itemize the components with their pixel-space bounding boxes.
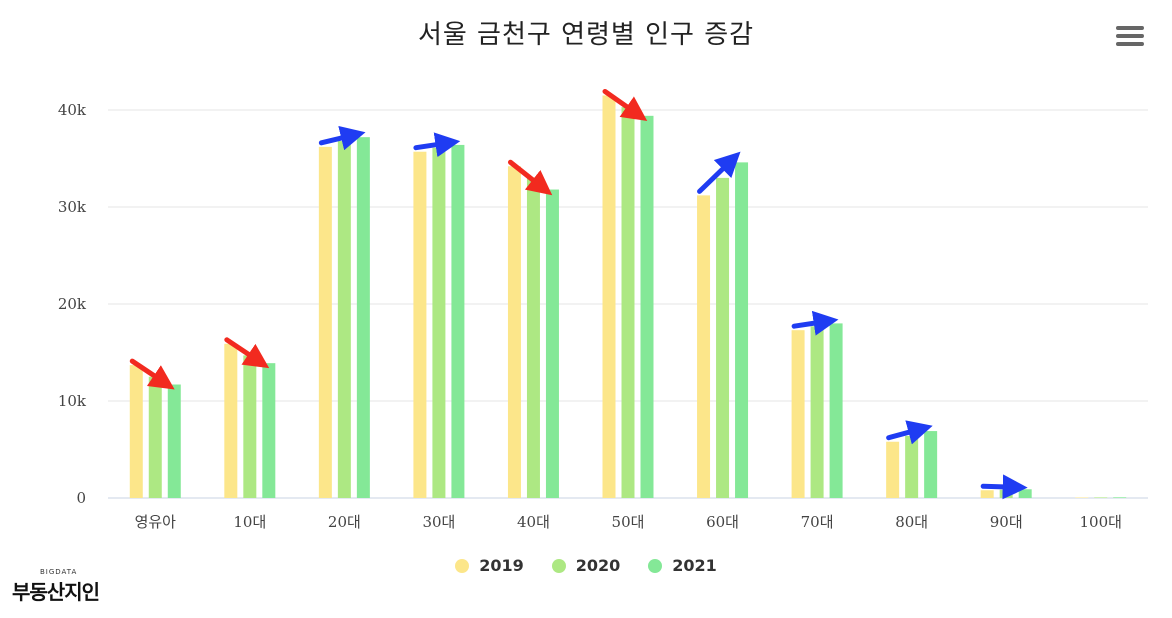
y-tick-label: 10k [58, 392, 87, 410]
trend-arrow-up [318, 125, 366, 151]
x-tick-label: 70대 [801, 513, 834, 531]
x-tick-label: 20대 [328, 513, 361, 531]
bar-2021-5 [640, 115, 654, 498]
bar-2020-3 [432, 147, 446, 498]
trend-arrow-up [886, 420, 933, 445]
bar-2020-6 [716, 177, 730, 498]
trend-arrow-down [224, 337, 270, 369]
bar-2019-5 [602, 95, 616, 498]
bar-2021-3 [451, 144, 465, 499]
bar-2021-6 [735, 162, 749, 498]
trend-arrow-up [791, 310, 839, 336]
bar-2019-9 [980, 490, 994, 498]
y-tick-label: 40k [58, 101, 87, 119]
legend-marker [648, 558, 663, 573]
bar-2021-10 [1113, 497, 1127, 498]
menu-icon-bar [1116, 26, 1144, 30]
legend-marker [455, 558, 470, 573]
bar-2021-1 [262, 363, 276, 498]
x-tick-label: 100대 [1080, 513, 1122, 531]
x-tick-label: 40대 [517, 513, 550, 531]
chart-menu-button[interactable] [1116, 26, 1144, 48]
bar-2021-9 [1018, 489, 1032, 498]
bar-2020-8 [905, 435, 919, 498]
y-tick-label: 20k [58, 295, 87, 313]
bar-2019-6 [697, 195, 711, 499]
legend-item-2019[interactable]: 2019 [455, 556, 524, 575]
bar-2020-9 [999, 489, 1013, 498]
bar-2021-0 [167, 384, 181, 498]
bar-2021-8 [924, 431, 938, 498]
bar-2019-7 [791, 330, 805, 498]
legend-label: 2021 [672, 556, 717, 575]
trend-arrow-up [697, 151, 741, 194]
y-tick-label: 30k [58, 198, 87, 216]
bar-2020-2 [337, 141, 351, 499]
brand-logo: BIGDATA 부동산지인 [12, 568, 112, 604]
logo-subtext: BIGDATA [40, 568, 78, 576]
trend-arrow-down [129, 358, 175, 390]
legend-label: 2020 [575, 556, 621, 575]
trend-arrow-down [602, 88, 648, 121]
bar-2020-5 [621, 107, 635, 498]
y-tick-label: 0 [76, 489, 86, 507]
bar-2020-10 [1094, 497, 1108, 498]
bar-2019-3 [413, 151, 427, 498]
x-tick-label: 영유아 [135, 513, 177, 531]
bar-2020-4 [526, 177, 540, 498]
trend-arrow-up [980, 474, 1028, 500]
x-tick-label: 60대 [706, 513, 739, 531]
x-tick-label: 90대 [990, 513, 1023, 531]
trend-arrow-down [507, 159, 553, 196]
bar-2019-0 [129, 365, 143, 498]
legend-item-2020[interactable]: 2020 [551, 556, 621, 575]
bar-2020-0 [148, 376, 162, 498]
bar-2019-4 [507, 166, 521, 498]
x-tick-label: 50대 [612, 513, 645, 531]
bar-2021-4 [545, 189, 559, 499]
x-tick-label: 30대 [422, 513, 455, 531]
x-tick-label: 80대 [895, 513, 928, 531]
bar-2020-1 [243, 355, 257, 498]
bar-2019-2 [318, 146, 332, 499]
x-tick-label: 10대 [233, 513, 266, 531]
legend: 2019 2020 2021 [0, 556, 1172, 575]
chart-title: 서울 금천구 연령별 인구 증감 [417, 20, 755, 50]
bar-2019-1 [224, 343, 238, 498]
bar-2021-7 [829, 323, 843, 498]
menu-icon-bar [1116, 34, 1144, 38]
legend-item-2021[interactable]: 2021 [648, 556, 717, 575]
legend-marker [551, 558, 566, 573]
menu-icon-bar [1116, 42, 1144, 46]
bar-2020-7 [810, 326, 824, 498]
legend-label: 2019 [479, 556, 524, 575]
bar-2021-2 [356, 137, 370, 498]
bar-2019-8 [886, 441, 900, 498]
logo-text: 부동산지인 [12, 580, 100, 604]
trend-arrow-up [413, 132, 461, 158]
